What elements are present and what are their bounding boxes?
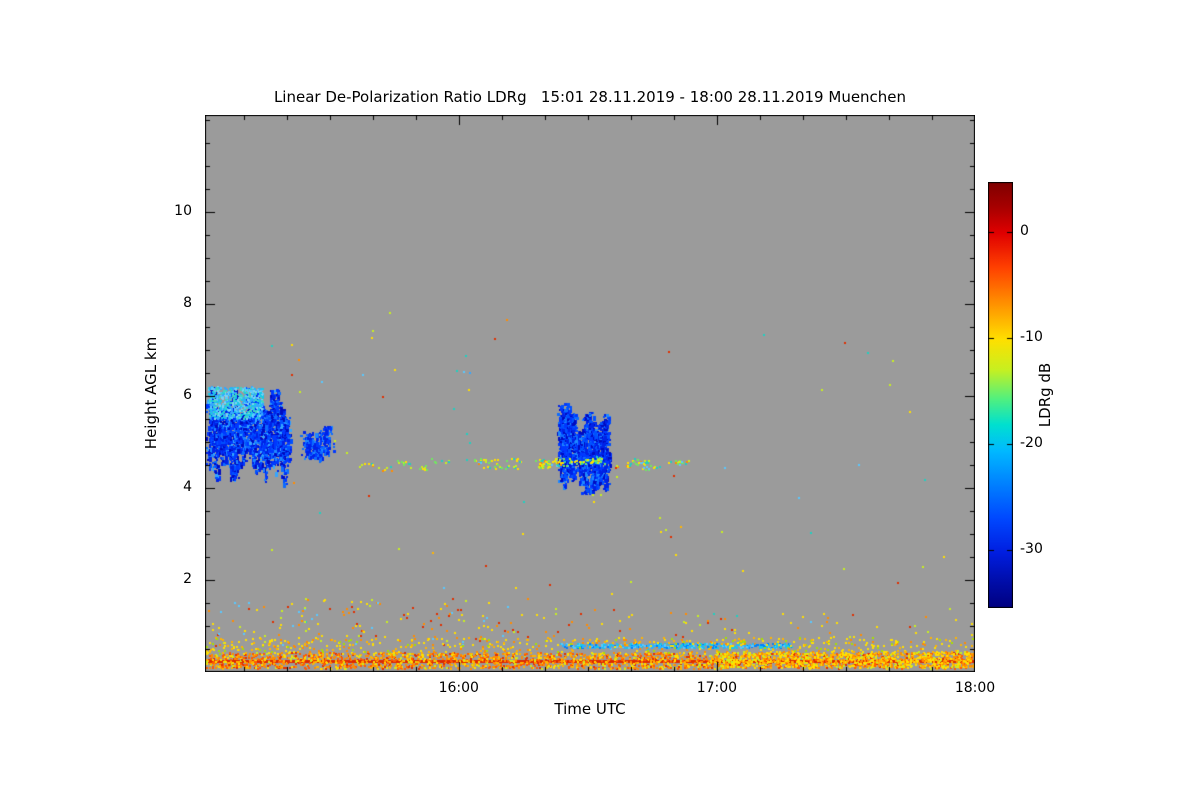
- colorbar-tick-label: -20: [1020, 434, 1043, 451]
- colorbar-tick-label: -30: [1020, 540, 1043, 557]
- chart-title: Linear De-Polarization Ratio LDRg 15:01 …: [273, 88, 907, 106]
- x-tick-label: 17:00: [696, 680, 738, 696]
- colorbar-gradient: [988, 182, 1013, 608]
- y-tick-label: 4: [183, 478, 192, 495]
- colorbar-tick-label: 0: [1020, 222, 1029, 239]
- x-axis-label: Time UTC: [554, 700, 626, 718]
- colorbar-tick-label: -10: [1020, 328, 1043, 345]
- y-tick-label: 10: [174, 202, 192, 219]
- heatmap-plot-area: [205, 115, 975, 672]
- y-tick-label: 8: [183, 294, 192, 311]
- colorbar-label: LDRg dB: [1036, 362, 1054, 428]
- x-tick-label: 18:00: [954, 680, 996, 696]
- y-tick-label: 2: [183, 570, 192, 587]
- y-tick-label: 6: [183, 386, 192, 403]
- x-tick-label: 16:00: [438, 680, 479, 696]
